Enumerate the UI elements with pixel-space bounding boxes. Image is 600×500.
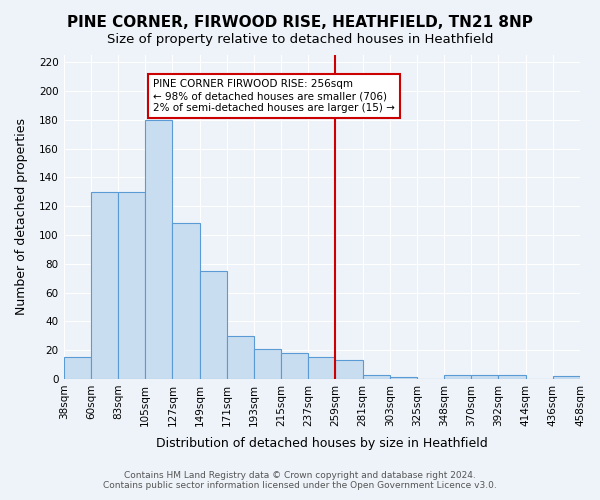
Bar [390, 378, 417, 379]
X-axis label: Distribution of detached houses by size in Heathfield: Distribution of detached houses by size … [156, 437, 488, 450]
Bar [172, 224, 200, 379]
Bar [553, 376, 580, 379]
Bar [499, 374, 526, 379]
Text: PINE CORNER, FIRWOOD RISE, HEATHFIELD, TN21 8NP: PINE CORNER, FIRWOOD RISE, HEATHFIELD, T… [67, 15, 533, 30]
Text: Size of property relative to detached houses in Heathfield: Size of property relative to detached ho… [107, 32, 493, 46]
Bar [200, 271, 227, 379]
Bar [145, 120, 172, 379]
Bar [335, 360, 362, 379]
Bar [64, 358, 91, 379]
Bar [227, 336, 254, 379]
Bar [118, 192, 145, 379]
Text: PINE CORNER FIRWOOD RISE: 256sqm
← 98% of detached houses are smaller (706)
2% o: PINE CORNER FIRWOOD RISE: 256sqm ← 98% o… [154, 80, 395, 112]
Bar [362, 374, 390, 379]
Bar [91, 192, 118, 379]
Text: Contains HM Land Registry data © Crown copyright and database right 2024.
Contai: Contains HM Land Registry data © Crown c… [103, 470, 497, 490]
Bar [472, 374, 499, 379]
Bar [254, 348, 281, 379]
Bar [444, 374, 472, 379]
Bar [281, 353, 308, 379]
Bar [308, 358, 335, 379]
Y-axis label: Number of detached properties: Number of detached properties [15, 118, 28, 316]
